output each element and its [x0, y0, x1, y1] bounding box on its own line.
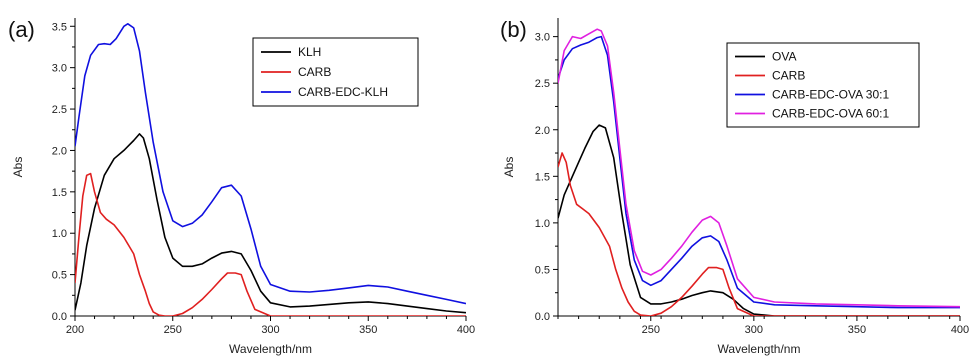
panel-label: (b): [500, 17, 527, 42]
x-axis-title: Wavelength/nm: [229, 342, 312, 356]
y-tick-label: 0.5: [52, 270, 67, 282]
series-line-carb: [75, 172, 466, 316]
legend-label: CARB-EDC-OVA 60:1: [772, 107, 889, 121]
series-line-carb-edc-ova-60-1: [558, 28, 960, 308]
y-tick-label: 1.0: [52, 228, 67, 240]
series-line-ova: [558, 124, 960, 316]
y-tick-label: 3.0: [52, 63, 67, 75]
series-line-carb-edc-klh: [75, 23, 466, 305]
y-tick-label: 2.0: [535, 125, 550, 137]
legend-label: CARB-EDC-KLH: [298, 85, 388, 99]
x-tick-label: 250: [642, 324, 660, 336]
y-tick-label: 0.0: [52, 311, 67, 323]
panel-a: (a) 200 250 300 350 400 0.0 0.5 1.0 1.5 2.0 2.5 3.0 3…: [8, 17, 475, 356]
y-axis-title: Abs: [502, 157, 516, 178]
x-tick-label: 400: [457, 324, 475, 336]
x-tick-label: 300: [261, 324, 279, 336]
y-tick-label: 1.5: [535, 171, 550, 183]
panel-b: (b) 250 300 350 400 0.0 0.5 1.0 1.5 2.0 2.5 3.0 Wave…: [500, 17, 969, 356]
y-tick-label: 2.5: [52, 104, 67, 116]
y-tick-label: 1.0: [535, 218, 550, 230]
legend-label: OVA: [772, 50, 796, 64]
x-tick-label: 250: [164, 324, 182, 336]
legend-label: CARB: [772, 69, 805, 83]
x-axis-title: Wavelength/nm: [718, 342, 801, 356]
y-tick-label: 3.5: [52, 21, 67, 33]
x-tick-label: 350: [848, 324, 866, 336]
y-tick-label: 0.0: [535, 311, 550, 323]
legend-label: CARB-EDC-OVA 30:1: [772, 88, 889, 102]
series-line-klh: [75, 133, 466, 314]
series-line-carb-edc-ova-30-1: [558, 35, 960, 309]
x-tick-label: 400: [951, 324, 969, 336]
legend-label: CARB: [298, 65, 331, 79]
x-tick-label: 200: [66, 324, 84, 336]
y-tick-label: 2.5: [535, 78, 550, 90]
x-tick-label: 300: [745, 324, 763, 336]
y-tick-label: 3.0: [535, 32, 550, 44]
x-tick-label: 350: [359, 324, 377, 336]
legend-label: KLH: [298, 45, 321, 59]
y-tick-label: 2.0: [52, 145, 67, 157]
panel-label: (a): [8, 17, 35, 42]
y-tick-label: 1.5: [52, 187, 67, 199]
series-line-carb: [558, 152, 960, 316]
y-tick-label: 0.5: [535, 264, 550, 276]
y-axis-title: Abs: [11, 157, 25, 178]
